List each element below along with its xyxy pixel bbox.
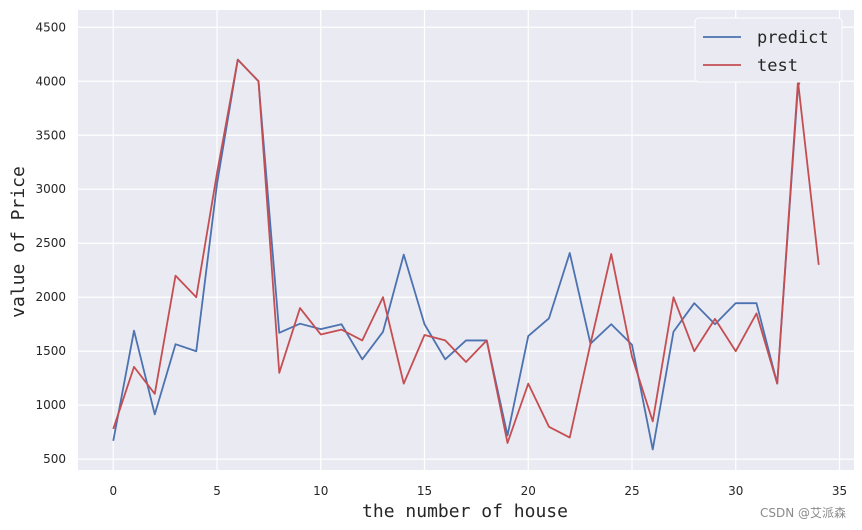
x-tick-labels: 0 5 10 15 20 25 30 35 [109, 484, 847, 498]
watermark: CSDN @艾派森 [760, 505, 846, 520]
y-tick-label: 4000 [35, 74, 66, 88]
grid-lines [78, 10, 854, 470]
y-axis-title: value of Price [8, 166, 29, 318]
x-tick-label: 20 [521, 484, 536, 498]
x-tick-label: 5 [213, 484, 221, 498]
x-tick-label: 35 [832, 484, 847, 498]
series-lines [112, 26, 820, 451]
x-tick-label: 0 [109, 484, 117, 498]
y-tick-label: 3500 [35, 128, 66, 142]
y-tick-label: 3000 [35, 182, 66, 196]
y-tick-label: 500 [43, 452, 66, 466]
x-tick-label: 25 [624, 484, 639, 498]
legend-label-test: test [757, 56, 798, 76]
x-tick-label: 10 [313, 484, 328, 498]
legend-label-predict: predict [757, 28, 829, 48]
y-tick-label: 1500 [35, 344, 66, 358]
y-tick-label: 2000 [35, 290, 66, 304]
y-tick-label: 2500 [35, 236, 66, 250]
y-tick-labels: 500 1000 1500 2000 2500 3000 3500 4000 4500 [35, 20, 66, 466]
x-tick-label: 30 [728, 484, 743, 498]
legend-box [694, 17, 843, 83]
plot-area [78, 10, 854, 470]
x-axis-title: the number of house [362, 501, 568, 522]
y-tick-label: 1000 [35, 398, 66, 412]
x-tick-label: 15 [417, 484, 432, 498]
series-line-test [112, 58, 820, 444]
y-tick-label: 4500 [35, 20, 66, 34]
legend: predict test [694, 17, 843, 83]
